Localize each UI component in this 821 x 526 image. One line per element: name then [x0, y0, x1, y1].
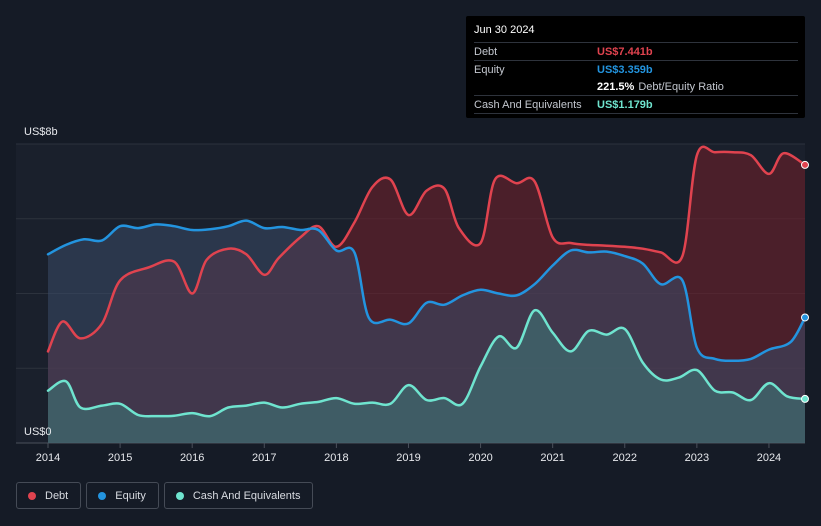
x-tick-label-2014: 2014: [36, 452, 60, 464]
legend-label-debt: Debt: [45, 489, 69, 502]
legend-item-cash[interactable]: Cash And Equivalents: [163, 482, 314, 509]
legend-label-cash: Cash And Equivalents: [192, 489, 301, 502]
x-tick-label-2019: 2019: [396, 452, 420, 464]
legend-dot-debt: [28, 491, 36, 500]
legend-dot-equity: [98, 491, 107, 500]
tooltip-cash-label: Cash And Equivalents: [474, 98, 582, 111]
end-marker-debt: [801, 160, 809, 169]
y-axis-top-label: US$8b: [24, 126, 58, 138]
series-lines: [46, 145, 807, 418]
legend-item-equity[interactable]: Equity: [86, 482, 159, 509]
legend-dot-cash: [175, 491, 184, 500]
tooltip-debt-label: Debt: [474, 45, 498, 58]
tooltip-debt-value: US$7.441b: [597, 45, 653, 58]
line-equity: [46, 219, 807, 363]
x-tick-label-2016: 2016: [180, 452, 204, 464]
series-areas: [48, 146, 805, 443]
tooltip-debt-row: Debt US$7.441b: [474, 42, 798, 60]
area-equity: [48, 220, 805, 443]
end-marker-cash: [801, 394, 809, 403]
tooltip-equity-label: Equity: [474, 63, 505, 76]
tooltip-ratio-value: 221.5%: [597, 80, 635, 93]
tooltip-equity-row: Equity US$3.359b: [474, 60, 798, 78]
tooltip-cash-value: US$1.179b: [597, 98, 653, 111]
tooltip-ratio-row: 221.5% Debt/Equity Ratio: [474, 78, 798, 95]
x-tick-label-2015: 2015: [108, 452, 132, 464]
x-tick-label-2020: 2020: [468, 452, 492, 464]
legend-item-debt[interactable]: Debt: [16, 482, 82, 509]
x-tick-label-2024: 2024: [757, 452, 781, 464]
x-tick-label-2023: 2023: [685, 452, 709, 464]
x-tick-label-2022: 2022: [613, 452, 637, 464]
area-cash: [48, 310, 805, 443]
line-cash: [46, 309, 807, 418]
y-axis-bottom-label: US$0: [24, 426, 52, 438]
series-end-markers: [801, 160, 809, 403]
tooltip-ratio-label: Debt/Equity Ratio: [638, 80, 724, 93]
x-axis-ticks: 2014 2015 2016 2017 2018 2019 2020 2021 2022 2023…: [36, 443, 781, 464]
end-marker-equity: [801, 313, 809, 322]
line-debt: [46, 145, 807, 353]
x-tick-label-2021: 2021: [540, 452, 564, 464]
x-tick-label-2017: 2017: [252, 452, 276, 464]
chart-legend: Debt Equity Cash And Equivalents: [16, 482, 314, 509]
tooltip-panel: Jun 30 2024 Debt US$7.441b Equity US$3.3…: [466, 16, 805, 118]
tooltip-date: Jun 30 2024: [474, 24, 535, 36]
tooltip-equity-value: US$3.359b: [597, 63, 653, 76]
x-tick-label-2018: 2018: [324, 452, 348, 464]
legend-label-equity: Equity: [115, 489, 146, 502]
tooltip-cash-row: Cash And Equivalents US$1.179b: [474, 95, 798, 114]
